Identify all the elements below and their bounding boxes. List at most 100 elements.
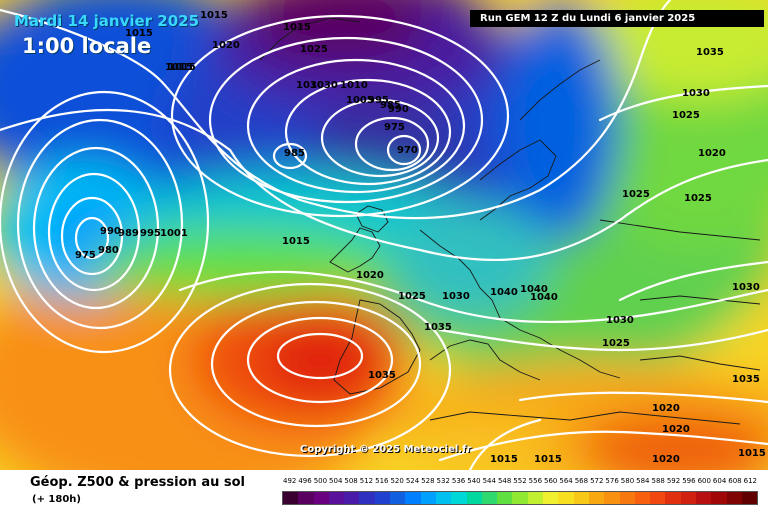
scale-label: 564 <box>559 477 573 485</box>
isobar-label: 1030 <box>310 80 338 91</box>
scale-swatch <box>696 492 712 504</box>
scale-label: 572 <box>590 477 604 485</box>
isobar-label: 1015 <box>282 236 310 247</box>
scale-swatch <box>558 492 574 504</box>
scale-swatch <box>435 492 452 504</box>
forecast-date: Mardi 14 janvier 2025 <box>14 12 200 30</box>
isobar-label: 1020 <box>356 270 384 281</box>
isobar-label: 1015 <box>165 62 193 73</box>
scale-label: 612 <box>743 477 757 485</box>
isobar-label: 985 <box>380 100 401 111</box>
isobar-label: 1030 <box>296 80 324 91</box>
isobar-label: 1025 <box>398 291 426 302</box>
scale-swatch <box>420 492 436 504</box>
isobar-label: 1040 <box>490 287 518 298</box>
isobar-label: 1020 <box>662 424 690 435</box>
copyright-text: Copyright © 2025 Meteociel.fr <box>300 444 472 455</box>
scale-swatch <box>604 492 620 504</box>
scale-swatch <box>344 492 360 504</box>
scale-swatch <box>527 492 544 504</box>
scale-swatch <box>680 492 697 504</box>
scale-label: 576 <box>605 477 619 485</box>
scale-label: 596 <box>682 477 696 485</box>
scale-swatch <box>481 492 498 504</box>
isobar-label: 1001 <box>160 228 188 239</box>
scale-label: 592 <box>666 477 681 485</box>
scale-label: 584 <box>636 477 650 485</box>
isobar-label: 1030 <box>732 282 760 293</box>
scale-label: 524 <box>405 477 420 485</box>
isobar-label: 1015 <box>534 454 562 465</box>
scale-swatch <box>665 492 681 504</box>
scale-swatch <box>512 492 528 504</box>
scale-swatch <box>313 492 329 504</box>
scale-label: 552 <box>513 477 527 485</box>
scale-label: 580 <box>620 477 635 485</box>
isobar-label: 975 <box>384 122 405 133</box>
forecast-time: 1:00 locale <box>22 34 152 58</box>
isobar-label: 1015 <box>125 28 153 39</box>
scale-swatch <box>588 492 605 504</box>
scale-swatch <box>726 492 742 504</box>
isobar-label: 989 <box>118 228 139 239</box>
scale-label: 604 <box>712 477 727 485</box>
scale-swatch <box>573 492 589 504</box>
scale-label: 520 <box>390 477 404 485</box>
scale-label: 568 <box>574 477 589 485</box>
isobar-label: 980 <box>98 245 119 256</box>
scale-label: 560 <box>544 477 558 485</box>
scale-label: 528 <box>421 477 435 485</box>
isobar-label: 1035 <box>424 322 452 333</box>
scale-labels: 492 496 500 504 508 512 516 520 524 528 532 536 540 5… <box>282 477 758 489</box>
chart-title: Géop. Z500 & pression au sol <box>30 475 245 490</box>
scale-swatch <box>405 492 421 504</box>
scale-label: 516 <box>375 477 389 485</box>
scale-swatch <box>374 492 391 504</box>
isobar-label: 985 <box>284 148 305 159</box>
scale-label: 496 <box>298 477 312 485</box>
scale-swatch <box>619 492 635 504</box>
isobar-label: 1015 <box>283 22 311 33</box>
scale-bar <box>282 491 758 505</box>
forecast-offset: (+ 180h) <box>32 494 81 505</box>
scale-swatch <box>466 492 482 504</box>
isobar-label: 990 <box>100 226 121 237</box>
isobar-label: 1035 <box>696 47 724 58</box>
isobar-label: 1025 <box>672 110 700 121</box>
scale-swatch <box>711 492 727 504</box>
scale-swatch <box>359 492 375 504</box>
isobar-label: 1030 <box>682 88 710 99</box>
scale-swatch <box>741 492 758 504</box>
isobar-label: 1015 <box>168 62 196 73</box>
isobar-label: 1015 <box>490 454 518 465</box>
isobar-label: 970 <box>397 145 418 156</box>
run-info: Run GEM 12 Z du Lundi 6 janvier 2025 <box>470 10 764 27</box>
isobars <box>0 0 768 470</box>
scale-label: 588 <box>651 477 665 485</box>
isobar-label: 1030 <box>442 291 470 302</box>
isobar-label: 990 <box>388 104 409 115</box>
scale-label: 548 <box>497 477 512 485</box>
scale-swatch <box>390 492 406 504</box>
scale-swatch <box>634 492 651 504</box>
scale-label: 608 <box>728 477 742 485</box>
isobar-label: 1015 <box>200 10 228 21</box>
scale-swatch <box>283 492 299 504</box>
isobar-label: 1025 <box>602 338 630 349</box>
isobar-label: 1020 <box>652 454 680 465</box>
isobar-label: 1010 <box>340 80 368 91</box>
isobar-label: 1040 <box>530 292 558 303</box>
scale-label: 536 <box>451 477 466 485</box>
isobar-label: 1020 <box>698 148 726 159</box>
coastlines <box>259 17 761 425</box>
scale-label: 544 <box>482 477 496 485</box>
isobar-label: 1035 <box>732 374 760 385</box>
isobar-label: 1025 <box>622 189 650 200</box>
isobar-label: 1030 <box>606 315 634 326</box>
isobar-label: 1025 <box>684 193 712 204</box>
scale-label: 500 <box>313 477 328 485</box>
scale-label: 508 <box>344 477 358 485</box>
geopotential-field <box>0 0 768 470</box>
